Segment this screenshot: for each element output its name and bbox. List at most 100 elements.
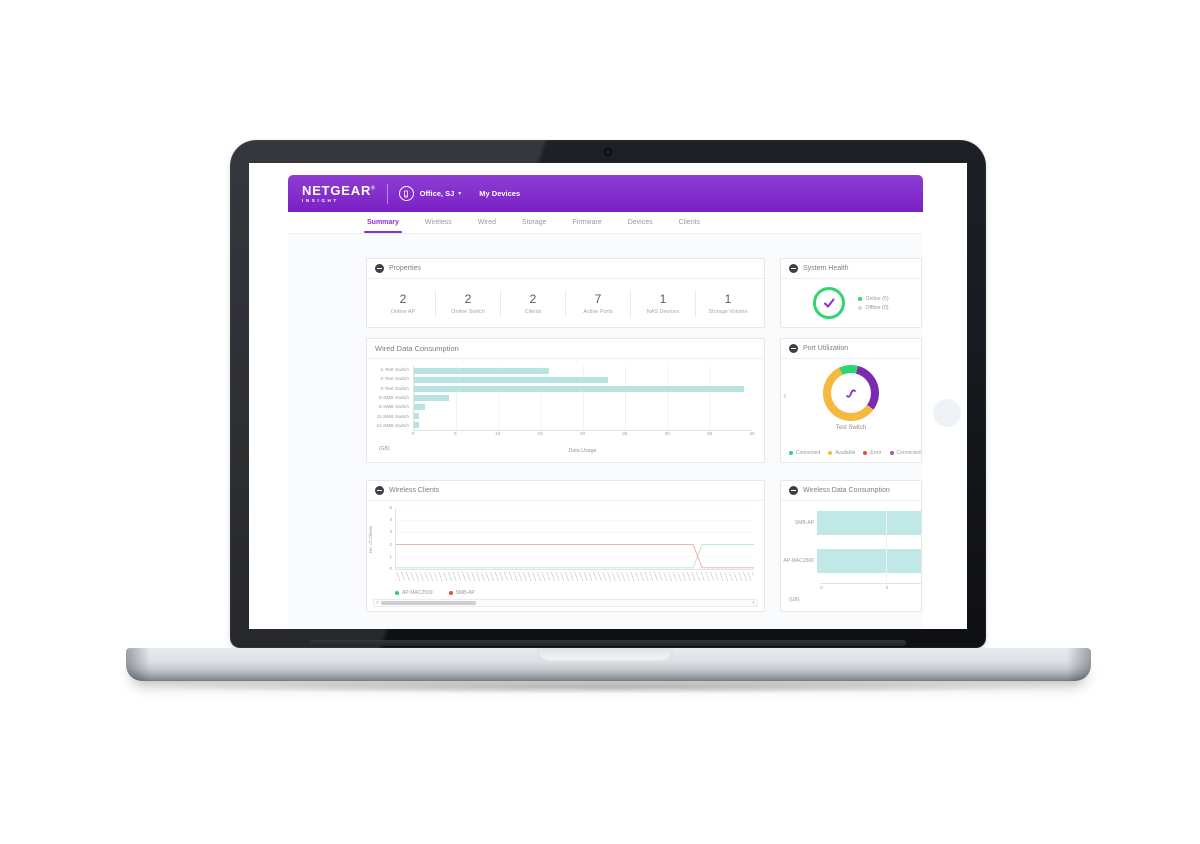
stat-online-ap: 2 Online AP (371, 289, 436, 317)
bar-2-test-switch (414, 376, 609, 383)
my-devices-link[interactable]: My Devices (479, 189, 521, 198)
properties-card: Properties 2 Online AP 2 Online Switch 2 Clie… (366, 258, 765, 328)
health-ok-circle (813, 287, 846, 319)
check-icon (824, 298, 835, 308)
line-smb-ap (396, 545, 754, 568)
collapse-icon[interactable] (789, 344, 798, 353)
laptop-lid: NETGEAR® INSIGHT Office, SJ ▾ My Devices… (230, 140, 986, 648)
collapse-icon[interactable] (375, 486, 384, 495)
scrollbar-thumb[interactable] (381, 601, 476, 605)
legend-ap-mac2500: AP-MAC2500 (395, 590, 433, 596)
y-axis-label: 5-SMB Switch (378, 395, 409, 401)
tab-summary[interactable]: Summary (354, 212, 412, 233)
stat-nas-devices: 1 NAS Devices (631, 289, 696, 317)
legend-connected: Connected (789, 450, 820, 456)
x-axis-tick: 40 (749, 432, 755, 437)
wd-row: SMB-AP (781, 511, 921, 535)
legend-dot (858, 296, 863, 301)
carousel-prev-icon[interactable]: ‹ (783, 390, 787, 402)
carousel-next-button[interactable] (933, 399, 961, 427)
y-axis-tick: 1 (389, 553, 392, 559)
legend-offline-0-: Offline (0) (858, 305, 889, 311)
port-legend: Connected Available Error Connected a... (789, 450, 921, 456)
stat-storage-volume: 1 Storage Volume (708, 291, 748, 315)
card-title: Properties (389, 265, 421, 272)
system-health-legend: Online (5) Offline (0) (858, 296, 889, 311)
collapse-icon[interactable] (789, 486, 798, 495)
wired-x-axis-ticks: 0 5 10 15 20 25 30 35 40 (411, 432, 755, 440)
card-title: System Health (803, 265, 849, 272)
collapse-icon[interactable] (789, 264, 798, 273)
tab-wireless[interactable]: Wireless (424, 219, 452, 226)
bar-1-test-switch (414, 367, 550, 374)
y-axis-label: 1-Test Switch (380, 368, 409, 374)
x-axis-tick: 1 (886, 586, 889, 591)
legend-connected-a-: Connected a... (889, 450, 921, 456)
app-header: NETGEAR® INSIGHT Office, SJ ▾ My Devices (288, 175, 923, 212)
y-axis-tick: 0 (389, 565, 392, 571)
properties-stats: 2 Online AP 2 Online Switch 2 Clients 7 Active … (367, 279, 764, 327)
tab-storage[interactable]: Storage (522, 219, 547, 226)
horizontal-scrollbar[interactable]: ‹ › (373, 599, 758, 607)
bar-ap-mac2500 (817, 549, 921, 573)
y-axis-tick: 3 (389, 529, 392, 535)
legend-dot (395, 591, 399, 595)
wd-row: AP-MAC2500 (781, 549, 921, 573)
port-utilization-donut (823, 365, 879, 421)
legend-dot (789, 451, 793, 455)
x-axis-title: Data Usage (568, 448, 597, 454)
card-title: Wireless Clients (389, 487, 440, 494)
axis-unit-label: (GB) (379, 446, 390, 452)
y-axis-label: AP-MAC2500 (783, 558, 814, 564)
y-axis-label: 3-Test Switch (380, 386, 409, 392)
card-title: Port Utilization (803, 345, 849, 352)
header-divider (386, 183, 388, 204)
x-axis-tick: 15 (537, 432, 543, 437)
bar-smb-ap (817, 511, 921, 535)
y-axis-title: No. of Clients (368, 525, 373, 553)
x-axis-tick: 5 (454, 432, 457, 437)
webcam (605, 149, 611, 155)
legend-smb-ap: SMB-AP (448, 590, 475, 596)
y-axis-tick: 5 (389, 505, 392, 510)
laptop-base (126, 648, 1091, 681)
organization-icon (398, 186, 414, 201)
x-axis-tick: 35 (706, 432, 713, 437)
x-axis-tick: 0 (411, 432, 415, 437)
wired-y-axis-labels: 1-Test Switch 2-Test Switch 3-Test Switch 5… (367, 366, 409, 431)
bar-8-smb-switch (414, 404, 425, 411)
tab-firmware[interactable]: Firmware (572, 219, 602, 226)
organization-selector[interactable]: Office, SJ (419, 189, 455, 198)
card-title: Wired Data Consumption (375, 344, 459, 353)
x-axis-tick: 30 (664, 432, 670, 437)
bar-11-smb-switch (414, 413, 420, 420)
x-axis-tick: 10 (495, 432, 501, 437)
tab-wired[interactable]: Wired (477, 219, 497, 226)
wireless-clients-line-chart (395, 507, 754, 570)
bar-5-smb-switch (414, 394, 450, 401)
tab-clients[interactable]: Clients (678, 219, 701, 226)
tab-devices[interactable]: Devices (627, 219, 653, 226)
stat-active-ports: 7 Active Ports (566, 289, 631, 317)
donut-device-label: Test Switch (835, 425, 867, 431)
legend-available: Available (828, 450, 855, 456)
bar-21-smb-switch (414, 422, 420, 429)
axis-unit-label: (GB) (789, 597, 800, 603)
legend-dot (828, 451, 833, 455)
stat-online-switch: 2 Online Switch (436, 289, 501, 317)
y-axis-label: SMB-AP (794, 520, 814, 526)
system-health-card: System Health Online (5) Offline (0) (780, 258, 922, 328)
chevron-down-icon[interactable]: ▾ (458, 191, 462, 197)
brand-name: NETGEAR (302, 182, 372, 198)
scroll-right-icon[interactable]: › (752, 600, 755, 606)
wired-bar-chart (413, 366, 752, 431)
collapse-icon[interactable] (375, 264, 384, 273)
legend-dot (858, 305, 863, 310)
tab-bar: Summary Wireless Wired Storage Firmware Devic… (288, 212, 923, 234)
brand-sub: INSIGHT (302, 197, 339, 203)
scroll-left-icon[interactable]: ‹ (376, 600, 379, 606)
legend-online-5-: Online (5) (858, 296, 889, 302)
wireless-clients-legend: AP-MAC2500 SMB-AP (395, 590, 475, 596)
